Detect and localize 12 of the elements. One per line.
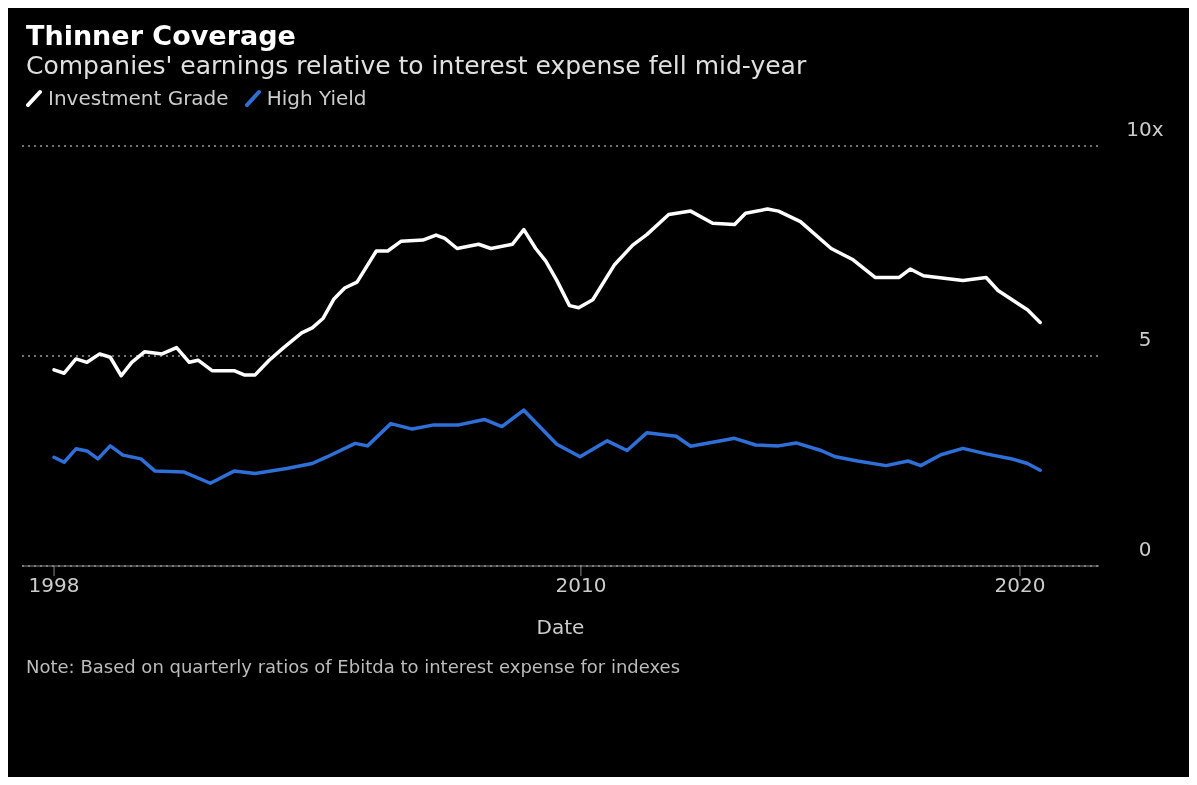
chart-subtitle: Companies' earnings relative to interest expense fell mid-year — [26, 51, 808, 80]
legend-label: Investment Grade — [48, 86, 229, 110]
legend-label: High Yield — [266, 86, 367, 110]
x-tick-label: 2020 — [994, 573, 1046, 598]
y-tick-label: 5 — [1138, 327, 1152, 351]
x-axis-title: Date — [536, 615, 585, 639]
y-tick-label: 0 — [1138, 537, 1152, 561]
x-tick-label: 2010 — [555, 573, 607, 598]
text: Note: Based on quarterly ratios of Ebitda to interest expense for indexes — [26, 656, 682, 677]
chart-title: Thinner Coverage — [26, 20, 297, 51]
y-tick-label: 10x — [1126, 117, 1164, 141]
x-tick-label: 1998 — [28, 573, 80, 598]
